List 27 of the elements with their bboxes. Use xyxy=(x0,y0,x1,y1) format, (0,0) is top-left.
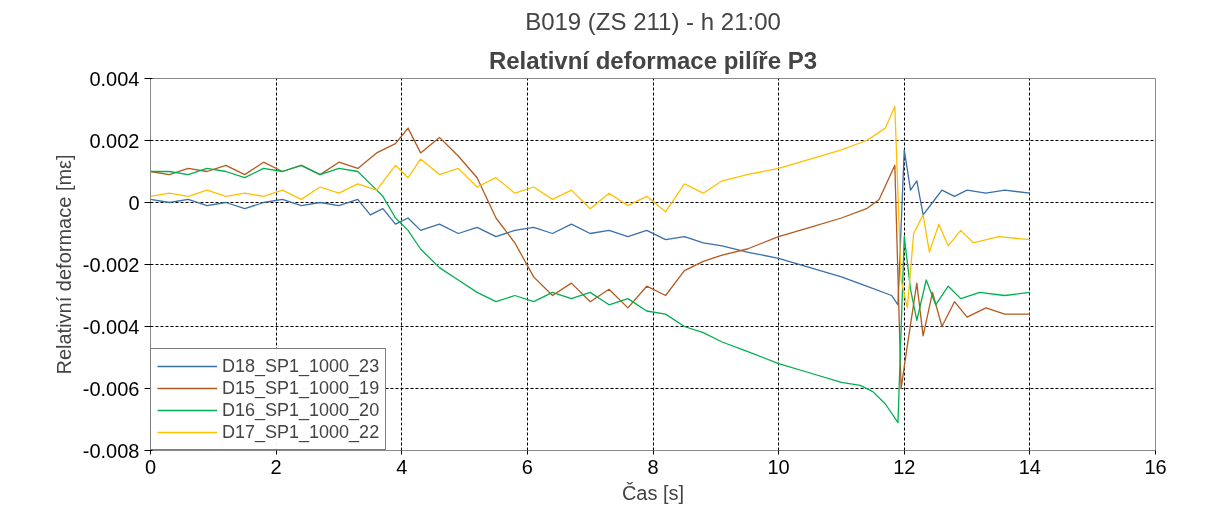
x-tick-label: 14 xyxy=(1018,455,1041,478)
y-tick-label: 0 xyxy=(128,191,140,214)
legend-label: D15_SP1_1000_19 xyxy=(222,377,380,399)
x-tick-label: 8 xyxy=(647,455,659,478)
x-tick-label: 6 xyxy=(521,455,533,478)
y-axis-title: Relativní deformace [mε] xyxy=(52,154,75,375)
line-series xyxy=(150,149,1031,306)
legend-label: D18_SP1_1000_23 xyxy=(222,355,380,377)
chart-title: Relativní deformace pilíře P3 xyxy=(488,46,818,74)
y-tick-label: -0.008 xyxy=(82,439,140,462)
y-tick-label: -0.004 xyxy=(82,315,140,338)
chart-subtitle: B019 (ZS 211) - h 21:00 xyxy=(525,7,781,35)
x-tick-label: 2 xyxy=(270,455,282,478)
x-tick-label: 0 xyxy=(144,455,157,478)
y-tick-label: -0.006 xyxy=(82,377,140,400)
x-tick-label: 12 xyxy=(893,455,916,478)
y-tick-label: 0.002 xyxy=(89,129,140,152)
line-series xyxy=(150,105,1031,309)
legend-label: D17_SP1_1000_22 xyxy=(222,421,380,443)
line-series xyxy=(150,164,1031,424)
x-tick-label: 16 xyxy=(1144,455,1167,478)
y-tick-label: 0.004 xyxy=(89,67,140,90)
legend-label: D16_SP1_1000_20 xyxy=(222,399,380,421)
y-tick-label: -0.002 xyxy=(82,253,140,276)
x-tick-label: 4 xyxy=(396,455,408,478)
x-axis-title: Čas [s] xyxy=(621,481,685,504)
x-tick-label: 10 xyxy=(767,455,790,478)
